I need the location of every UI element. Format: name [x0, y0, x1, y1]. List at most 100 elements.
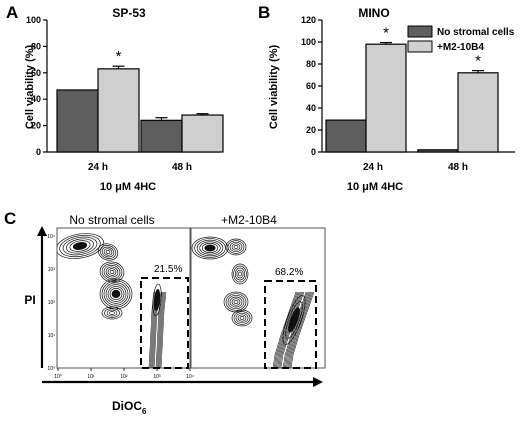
flow-y-tick-label: 10⁴ — [47, 234, 55, 240]
contour-ring — [69, 240, 91, 252]
contour-ring — [158, 291, 165, 368]
panel-letter-c: C — [4, 209, 16, 228]
flow-cytometry-panel: No stromal cells +M2-10B4 PI DiOC6 21.5%… — [24, 213, 326, 416]
significance-marker: * — [116, 48, 122, 65]
contour-ring — [155, 294, 159, 306]
contour-ring — [227, 294, 245, 310]
contour-plot-no-stromal — [57, 233, 167, 368]
contour-ring — [103, 282, 129, 306]
flow-x-tick-label: 10⁴ — [186, 374, 194, 380]
contour-ring — [159, 291, 166, 368]
y-tick-label: 20 — [31, 121, 41, 131]
contour-ring — [231, 263, 249, 285]
flow-x-tick-label: 10⁰ — [54, 374, 62, 380]
contour-ring — [233, 311, 251, 325]
y-tick-label: 60 — [306, 81, 316, 91]
category-label-48h-mino: 48 h — [448, 162, 468, 173]
contour-ring — [236, 269, 244, 279]
contour-ring — [113, 291, 119, 297]
flow-y-tick-label: 10³ — [48, 267, 56, 273]
y-tick-label: 20 — [306, 125, 316, 135]
contour-ring — [288, 291, 313, 368]
contour-ring — [227, 240, 245, 254]
legend: No stromal cells +M2-10B4 — [407, 25, 515, 53]
category-label-24h-sp53: 24 h — [88, 162, 108, 173]
contour-ring — [207, 246, 213, 250]
contour-ring — [97, 243, 119, 261]
y-tick-label: 60 — [31, 68, 41, 78]
bar — [97, 68, 140, 153]
flow-y-tick-label: 10¹ — [48, 333, 56, 339]
flow-y-tick-label: 10⁰ — [47, 366, 55, 372]
y-tick-label: 0 — [36, 147, 41, 157]
category-label-24h-mino: 24 h — [363, 162, 383, 173]
y-tick-label: 80 — [31, 41, 41, 51]
x-axis-label-sp53: 10 μM 4HC — [100, 181, 156, 193]
contour-ring — [149, 291, 156, 368]
flow-x-axis-label: DiOC6 — [112, 399, 147, 416]
contour-ring — [107, 286, 125, 302]
significance-marker: * — [475, 53, 481, 70]
flow-x-axis-label-main: DiOC — [112, 399, 142, 413]
contour-ring — [103, 248, 113, 256]
contour-ring — [105, 284, 127, 304]
flow-y-axis-arrow — [37, 226, 47, 236]
flow-x-tick-label: 10² — [120, 374, 128, 380]
contour-ring — [285, 301, 303, 339]
contour-ring — [62, 236, 98, 256]
contour-ring — [66, 238, 94, 254]
contour-ring — [229, 296, 243, 308]
bar — [417, 149, 459, 153]
contour-ring — [280, 291, 305, 368]
flow-plot-frame-no-stromal — [56, 227, 191, 369]
contour-ring — [105, 266, 119, 278]
gate-percent-m2-10b4: 68.2% — [275, 267, 303, 278]
gate-no-stromal — [140, 277, 189, 369]
contour-ring — [57, 233, 105, 259]
contour-ring — [233, 245, 239, 249]
contour-ring — [234, 267, 246, 281]
contour-ring — [235, 312, 249, 324]
contour-ring — [283, 291, 308, 368]
legend-label-m2-10b4: +M2-10B4 — [437, 42, 484, 53]
contour-ring — [194, 238, 226, 258]
y-tick-label: 120 — [301, 15, 316, 25]
contour-ring — [225, 293, 247, 311]
contour-ring — [199, 241, 221, 255]
contour-ring — [282, 291, 307, 368]
contour-ring — [282, 295, 306, 345]
contour-ring — [231, 243, 241, 251]
contour-ring — [157, 291, 164, 368]
contour-ring — [285, 291, 309, 368]
contour-ring — [290, 291, 315, 368]
contour-ring — [201, 242, 219, 254]
flow-title-no-stromal: No stromal cells — [69, 213, 154, 227]
contour-ring — [272, 291, 297, 368]
bar — [140, 119, 183, 153]
panel-letter-a: A — [6, 3, 18, 22]
contour-ring — [237, 314, 247, 322]
contour-ring — [109, 311, 115, 315]
y-axis-label-mino: Cell viability (%) — [268, 44, 280, 129]
panel-letter-b: B — [258, 3, 270, 22]
contour-ring — [233, 265, 247, 283]
contour-ring — [76, 243, 84, 249]
gate-percent-no-stromal: 21.5% — [154, 264, 182, 275]
x-axis-label-mino: 10 μM 4HC — [347, 181, 403, 193]
gate-m2-10b4 — [264, 280, 317, 369]
y-tick-label: 40 — [306, 103, 316, 113]
contour-ring — [287, 291, 311, 368]
contour-ring — [225, 238, 247, 256]
contour-ring — [289, 291, 314, 368]
flow-x-axis-label-sub: 6 — [142, 407, 147, 416]
contour-ring — [109, 288, 123, 300]
contour-ring — [229, 241, 243, 253]
contour-plot-m2-10b4 — [191, 236, 315, 368]
flow-x-tick-label: 10¹ — [87, 374, 95, 380]
chart-title-mino: MINO — [358, 6, 389, 20]
y-tick-label: 100 — [301, 37, 316, 47]
contour-ring — [109, 269, 115, 275]
contour-ring — [238, 271, 242, 277]
